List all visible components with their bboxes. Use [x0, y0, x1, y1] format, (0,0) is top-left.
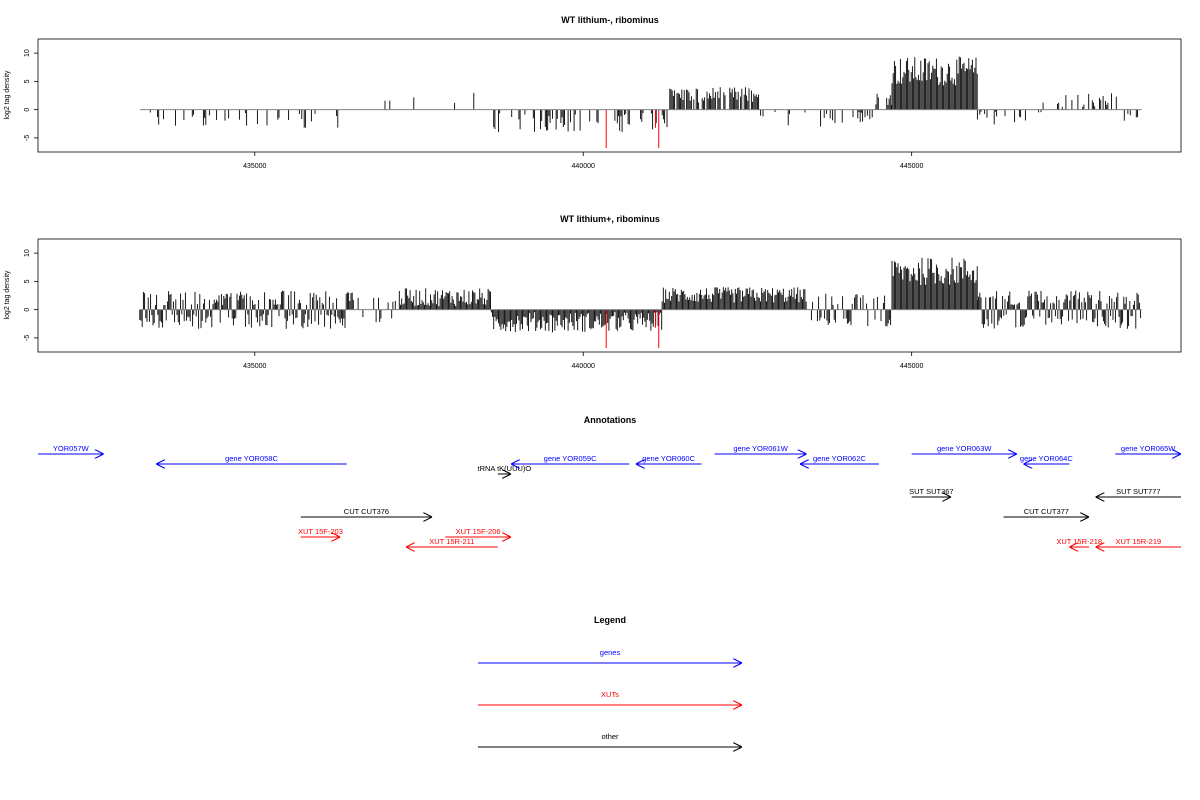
x-tick-label: 440000 — [572, 163, 595, 170]
y-tick-label: 5 — [24, 279, 31, 283]
panel-title: WT lithium-, ribominus — [561, 15, 659, 25]
annotations-title: Annotations — [584, 415, 637, 425]
track-panel-lithium-plus: WT lithium+, ribominus log2 tag density … — [4, 214, 1182, 370]
feature-label: SUT SUT367 — [909, 487, 953, 496]
feature-label: gene YOR058C — [225, 454, 278, 463]
y-tick-label: 5 — [24, 79, 31, 83]
y-tick-label: 0 — [24, 108, 31, 112]
feature-list: YOR057W gene YOR058C tRNA tK(UUU)O gene YOR… — [38, 444, 1181, 547]
legend: Legend genes XUTs other — [478, 615, 742, 747]
feature-label: XUT 15R-219 — [1115, 537, 1161, 546]
feature-label: gene YOR061W — [733, 444, 788, 453]
x-tick-label: 435000 — [243, 163, 266, 170]
y-axis-label: log2 tag density — [4, 70, 11, 120]
feature-label: SUT SUT777 — [1116, 487, 1160, 496]
annotations-track: Annotations YOR057W gene YOR058C tRNA tK(U… — [38, 415, 1181, 547]
y-tick-label: -5 — [24, 335, 31, 341]
feature-label: CUT CUT377 — [1024, 507, 1069, 516]
legend-label: genes — [600, 648, 621, 657]
legend-items: genes XUTs other — [478, 648, 742, 747]
feature-label: gene YOR065W — [1121, 444, 1176, 453]
y-tick-label: 10 — [24, 49, 31, 57]
y-tick-label: 10 — [24, 249, 31, 257]
x-tick-label: 440000 — [572, 363, 595, 370]
feature-label: gene YOR060C — [642, 454, 695, 463]
coverage-bars — [149, 56, 1138, 149]
legend-label: XUTs — [601, 690, 619, 699]
coverage-bars — [139, 257, 1142, 349]
legend-label: other — [601, 732, 619, 741]
feature-label: CUT CUT376 — [344, 507, 389, 516]
feature-label: XUT 15R-211 — [429, 537, 474, 546]
feature-label: gene YOR064C — [1020, 454, 1073, 463]
plot-frame — [37, 38, 1182, 153]
feature-label: XUT 15R-218 — [1056, 537, 1102, 546]
feature-label: gene YOR062C — [813, 454, 866, 463]
x-tick-label: 445000 — [900, 163, 923, 170]
legend-title: Legend — [594, 615, 626, 625]
x-tick-label: 445000 — [900, 363, 923, 370]
track-panel-lithium-minus: WT lithium-, ribominus log2 tag density … — [4, 15, 1182, 170]
feature-label: YOR057W — [53, 444, 90, 453]
feature-label: XUT 15F-206 — [456, 527, 501, 536]
feature-label: gene YOR063W — [937, 444, 992, 453]
plot-frame — [37, 238, 1182, 353]
feature-label: gene YOR059C — [544, 454, 597, 463]
feature-label: tRNA tK(UUU)O — [478, 464, 532, 473]
feature-label: XUT 15F-203 — [298, 527, 343, 536]
y-axis-label: log2 tag density — [4, 270, 11, 320]
x-tick-label: 435000 — [243, 363, 266, 370]
y-tick-label: -5 — [24, 135, 31, 141]
panel-title: WT lithium+, ribominus — [560, 214, 660, 224]
axes: -5 0 5 10 435000 440000 445000 — [24, 49, 1142, 170]
axes: -5 0 5 10 435000 440000 445000 — [24, 249, 1142, 370]
y-tick-label: 0 — [24, 308, 31, 312]
